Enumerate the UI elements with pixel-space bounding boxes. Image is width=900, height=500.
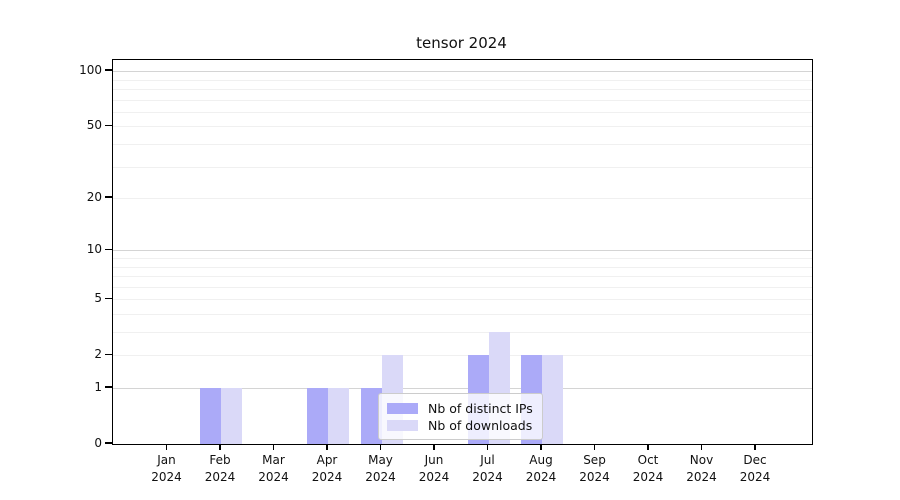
y-axis-tick-mark [105, 442, 112, 444]
x-axis-tick-mark [540, 444, 542, 450]
x-axis-tick-label: Dec 2024 [739, 453, 771, 484]
grid-line-minor [113, 355, 812, 357]
grid-line-minor [113, 299, 812, 301]
grid-line-major [113, 388, 812, 389]
x-axis-tick-label: Sep 2024 [579, 453, 610, 484]
grid-line-minor [113, 266, 812, 268]
plot-area: Nb of distinct IPs Nb of downloads [112, 59, 813, 445]
bar-downloads [542, 355, 563, 444]
x-axis-tick-label: Apr 2024 [311, 453, 343, 484]
bar-downloads [221, 388, 242, 444]
grid-line-minor [113, 198, 812, 200]
y-axis-tick-label: 10 [86, 242, 102, 257]
x-axis-tick-mark [379, 444, 382, 450]
bar-distinct-ips [200, 388, 221, 444]
x-axis-tick-mark [593, 444, 596, 450]
x-axis-tick-mark [700, 444, 703, 450]
x-axis-tick-label: Feb 2024 [204, 453, 236, 484]
x-axis-tick-label: Jun 2024 [418, 453, 450, 484]
y-axis-tick-mark [105, 196, 112, 198]
x-axis-tick-label: Oct 2024 [632, 453, 664, 484]
y-axis-tick-mark [105, 386, 112, 388]
y-axis-tick-label: 100 [79, 63, 102, 78]
x-axis-tick-mark [647, 444, 649, 450]
bar-distinct-ips [360, 388, 382, 444]
grid-line-minor [113, 126, 812, 128]
grid-line-minor [113, 89, 812, 90]
y-axis-tick-label: 50 [86, 118, 102, 133]
x-axis-tick-label: Jul 2024 [472, 453, 503, 484]
legend-entry-distinct-ips: Nb of distinct IPs [387, 400, 533, 416]
y-axis-tick-mark [105, 248, 112, 250]
grid-line-minor [113, 79, 812, 81]
x-axis-tick-mark [272, 444, 275, 450]
bar-downloads [328, 388, 349, 444]
grid-line-minor [113, 286, 812, 288]
y-axis-tick-mark [105, 124, 112, 127]
x-axis-tick-label: Mar 2024 [258, 453, 289, 484]
x-axis-tick-label: May 2024 [365, 453, 396, 484]
x-axis-tick-mark [486, 444, 489, 450]
y-axis-tick-label: 5 [94, 291, 102, 306]
legend-label-downloads: Nb of downloads [428, 417, 533, 433]
legend-entry-downloads: Nb of downloads [387, 417, 533, 433]
y-axis-tick-mark [105, 69, 112, 71]
legend-swatch-distinct-ips [387, 402, 418, 414]
x-axis-tick-mark [433, 444, 435, 450]
grid-line-minor [113, 332, 812, 333]
x-axis-tick-mark [326, 444, 328, 450]
y-axis-tick-label: 2 [94, 347, 102, 362]
grid-line-major [113, 250, 812, 252]
grid-line-major [113, 71, 812, 73]
x-axis-tick-mark [219, 444, 221, 450]
legend: Nb of distinct IPs Nb of downloads [378, 393, 543, 440]
x-axis-tick-mark [165, 444, 168, 450]
chart-title: tensor 2024 [416, 34, 507, 52]
legend-swatch-downloads [387, 419, 418, 431]
y-axis-tick-label: 20 [86, 190, 102, 205]
grid-line-minor [113, 111, 812, 113]
x-axis-tick-label: Nov 2024 [686, 453, 717, 484]
grid-line-minor [113, 276, 812, 277]
grid-line-minor [113, 99, 812, 101]
y-axis-tick-label: 0 [94, 436, 102, 450]
grid-line-minor [113, 144, 812, 145]
x-axis-tick-mark [754, 444, 756, 450]
x-axis-tick-label: Aug 2024 [525, 453, 557, 484]
bar-distinct-ips [307, 388, 328, 444]
y-axis-tick-mark [105, 297, 112, 299]
grid-line-minor [113, 258, 812, 259]
legend-label-distinct-ips: Nb of distinct IPs [428, 400, 533, 416]
y-axis-tick-mark [105, 353, 112, 355]
grid-line-minor [113, 166, 812, 168]
y-axis-tick-label: 1 [94, 380, 102, 394]
x-axis-tick-label: Jan 2024 [151, 453, 182, 484]
grid-line-minor [113, 314, 812, 315]
